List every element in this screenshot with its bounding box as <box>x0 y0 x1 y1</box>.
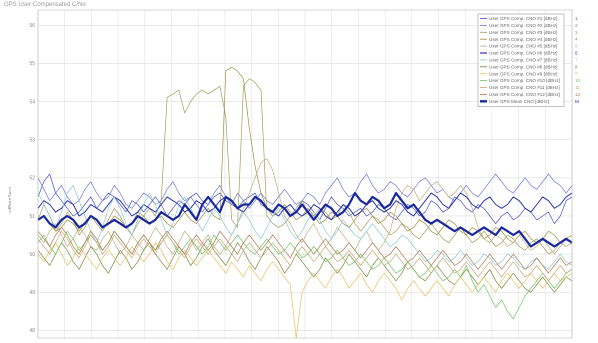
series-line-5 <box>37 158 573 255</box>
y-tick-label: 56 <box>29 23 35 29</box>
legend-entry[interactable]: User GPS Comp. CNO #9 [dBHz] <box>489 71 557 76</box>
legend-entry[interactable]: User GPS Comp. CNO #7 [dBHz] <box>489 58 557 63</box>
legend-entry[interactable]: User GPS Comp. CNO #1 [dBHz] <box>489 16 557 21</box>
legend-entry[interactable]: User GPS Comp. CNO #2 [dBHz] <box>489 23 557 28</box>
y-tick-label: 54 <box>29 99 35 105</box>
legend-entry[interactable]: User GPS Comp. CNO #8 [dBHz] <box>489 64 557 69</box>
y-tick-label: 51 <box>29 214 35 220</box>
legend-value: 8 <box>575 64 578 69</box>
legend-entry[interactable]: User GPS Comp. CNO #6 [dBHz] <box>489 51 557 56</box>
series-line-2 <box>37 173 573 213</box>
legend-entry[interactable]: User GPS Mean CNO [dBHz] <box>489 99 549 104</box>
plot-border <box>37 9 573 339</box>
legend-entry[interactable]: User GPS Comp. CNO #4 [dBHz] <box>489 37 557 42</box>
y-tick-label: 48 <box>29 328 35 334</box>
legend-value: 7 <box>575 57 578 62</box>
series-lines <box>37 66 573 339</box>
y-axis-label: udBmpSecs <box>8 186 11 213</box>
legend-entry[interactable]: User GPS Comp. CNO #3 [dBHz] <box>489 30 557 35</box>
legend-value: 2 <box>575 23 578 28</box>
series-line-3 <box>37 78 573 255</box>
legend-entry[interactable]: User GPS Comp. CNO #11 [dBHz] <box>489 85 560 90</box>
legend-value: 9 <box>575 71 578 76</box>
plot-frame <box>37 9 573 339</box>
legend[interactable]: User GPS Comp. CNO #1 [dBHz] User GPS Com… <box>477 13 565 107</box>
series-line-6 <box>37 192 573 221</box>
y-ticks: 48 49 50 51 52 53 54 55 56 <box>29 23 35 334</box>
series-line-9 <box>37 242 573 339</box>
legend-value: 5 <box>575 44 578 49</box>
y-tick-label: 50 <box>29 252 35 258</box>
legend-value: M <box>575 99 579 104</box>
y-tick-label: 53 <box>29 137 35 143</box>
legend-value: 12 <box>575 92 581 97</box>
legend-value: 3 <box>575 30 578 35</box>
legend-entry[interactable]: User GPS Comp. CNO #10 [dBHz] <box>489 78 560 83</box>
legend-value: 4 <box>575 37 578 42</box>
legend-value: 1 <box>575 16 578 21</box>
chart-title: GPS User-Compensated C/No <box>4 2 86 8</box>
series-line-12 <box>37 227 573 274</box>
legend-entry[interactable]: User GPS Comp. CNO #12 [dBHz] <box>489 92 560 97</box>
y-tick-label: 52 <box>29 176 35 182</box>
series-line-11 <box>37 230 573 282</box>
legend-box <box>477 13 565 107</box>
legend-value: 10 <box>575 78 581 83</box>
legend-entry[interactable]: User GPS Comp. CNO #5 [dBHz] <box>489 44 557 49</box>
series-line-13 <box>37 192 573 248</box>
y-tick-label: 49 <box>29 290 35 296</box>
legend-value: 11 <box>575 85 580 90</box>
legend-value: 6 <box>575 51 578 56</box>
y-tick-label: 55 <box>29 61 35 67</box>
y-axis-label-text: udBmpSecs <box>8 186 11 213</box>
